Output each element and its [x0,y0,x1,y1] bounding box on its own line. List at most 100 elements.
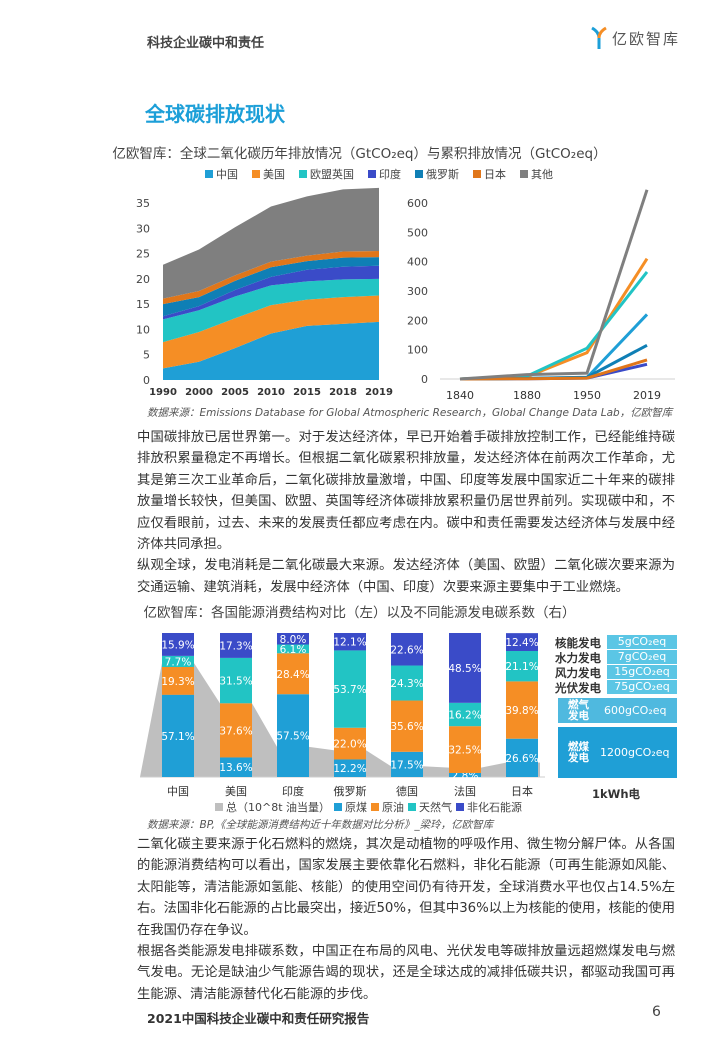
logo-y-icon [591,26,607,49]
y-tick-label: 100 [407,344,428,357]
bar-data-label: 22.6% [390,644,423,656]
y-tick-label: 35 [136,197,150,210]
legend-label: 总（10^8t 油当量） [226,801,331,814]
legend-swatch [334,803,343,811]
y-tick-label: 30 [136,222,150,235]
legend-swatch [252,170,260,178]
bar-segment-非化石能源 [391,633,423,666]
bar-data-label: 16.2% [448,710,481,722]
bar-segment-原煤 [334,759,366,777]
line-series-日本 [459,358,648,381]
legend-item: 印度 [368,166,401,182]
bar-segment-非化石能源 [449,633,481,703]
chart2-legend: 总（10^8t 油当量） 原煤 原油 天然气 非化石能源 [215,799,522,815]
bar-data-label: 57.5% [276,731,309,743]
factor-label: 光伏发电 [555,681,601,695]
legend-item: 中国 [205,166,238,182]
x-tick-label: 法国 [454,784,476,798]
legend-item: 原油 [371,799,404,815]
x-tick-label: 1990 [149,387,177,398]
y-tick-label: 10 [136,323,150,336]
bar-segment-原煤 [220,757,252,777]
legend-label: 印度 [379,168,401,181]
body-text-1: 中国碳排放已居世界第一。对于发达经济体，早已开始着手碳排放控制工作，已经能维持碳… [137,427,675,598]
area-series-印度 [163,265,379,320]
factor-label: 燃气发电 [568,698,589,722]
bar-segment-原煤 [277,694,309,777]
bar-segment-非化石能源 [334,633,366,651]
bar-data-label: 12.4% [505,637,538,649]
y-tick-label: 0 [143,374,150,387]
factor-label: 核能发电 [555,636,601,650]
bar-data-label: 35.6% [390,721,423,733]
bar-segment-原油 [162,666,194,695]
legend-swatch [205,170,213,178]
legend-label: 非化石能源 [467,801,523,814]
legend-label: 原煤 [345,801,368,814]
bar-segment-原煤 [391,751,423,777]
bar-data-label: 21.1% [505,661,538,673]
chart2-title: 亿欧智库：各国能源消费结构对比（左）以及不同能源发电碳系数（右） [143,605,576,621]
bar-data-label: 13.6% [219,762,252,774]
legend-swatch [371,803,380,811]
bar-segment-非化石能源 [277,633,309,645]
body-text-2: 二氧化碳主要来源于化石燃料的燃烧，其次是动植物的呼吸作用、微生物分解尸体。从各国… [137,834,675,1005]
bar-segment-原油 [449,726,481,773]
legend-swatch [408,803,417,811]
bar-data-label: 2.8% [452,770,479,782]
line-series-其他 [459,189,649,381]
legend-item: 欧盟英国 [299,166,354,182]
bar-data-label: 53.7% [333,684,366,696]
page-number: 6 [652,1004,661,1020]
footer-title: 2021中国科技企业碳中和责任研究报告 [147,1011,370,1026]
bar-segment-原煤 [506,738,538,777]
bar-data-label: 32.5% [448,745,481,757]
factor-value: 7gCO₂eq [607,650,677,664]
area-series-美国 [163,295,379,369]
legend-item: 非化石能源 [456,799,522,815]
legend-item: 原煤 [334,799,367,815]
area-series-中国 [163,321,379,380]
gas-factor-box: 燃气发电 600gCO₂eq [558,698,677,723]
energy-bar-chart: 57.1% 19.3% 7.7% 15.9% 中国 13.6% 37.6% 31.5% 17.3… [140,633,545,798]
area-series-俄罗斯 [163,257,379,317]
legend-swatch [456,803,465,811]
bar-segment-天然气 [334,650,366,728]
factor-label: 燃煤发电 [568,740,589,764]
bar-segment-原煤 [162,694,194,777]
x-tick-label: 德国 [396,784,418,798]
legend-item: 日本 [473,166,506,182]
x-tick-label: 2019 [633,389,661,400]
bar-segment-原油 [506,681,538,739]
bar-segment-原油 [334,727,366,760]
legend-label: 天然气 [419,801,453,814]
bar-segment-天然气 [220,657,252,704]
chart1-legend: 中国 美国 欧盟英国 印度 俄罗斯 日本 其他 [205,166,553,182]
y-tick-label: 5 [143,349,150,362]
factor-label: 水力发电 [555,651,601,665]
legend-item: 总（10^8t 油当量） [215,799,330,815]
legend-label: 美国 [263,168,285,181]
y-tick-label: 0 [421,373,428,386]
bar-segment-天然气 [506,651,538,682]
bar-segment-原油 [391,700,423,752]
legend-label: 俄罗斯 [426,168,459,181]
bar-segment-非化石能源 [506,633,538,651]
chart2-source: 数据来源：BP,《全球能源消费结构近十年数据对比分析》_梁玲，亿欧智库 [147,819,494,831]
x-tick-label: 印度 [282,784,304,798]
bar-segment-天然气 [449,702,481,727]
y-tick-label: 200 [407,314,428,327]
y-tick-label: 20 [136,273,150,286]
bar-data-label: 8.0% [280,634,307,646]
bar-segment-原油 [277,653,309,695]
paragraph: 纵观全球，发电消耗是二氧化碳最大来源。发达经济体（美国、欧盟）二氧化碳次要来源为… [137,558,675,595]
x-tick-label: 1950 [573,389,601,400]
bar-segment-非化石能源 [162,633,194,656]
y-tick-label: 300 [407,285,428,298]
x-tick-label: 日本 [511,784,533,798]
bar-data-label: 17.5% [390,759,423,771]
legend-swatch [299,170,307,178]
bar-data-label: 39.8% [505,705,538,717]
paragraph: 中国碳排放已居世界第一。对于发达经济体，早已开始着手碳排放控制工作，已经能维持碳… [137,430,675,553]
bar-data-label: 26.6% [505,753,538,765]
